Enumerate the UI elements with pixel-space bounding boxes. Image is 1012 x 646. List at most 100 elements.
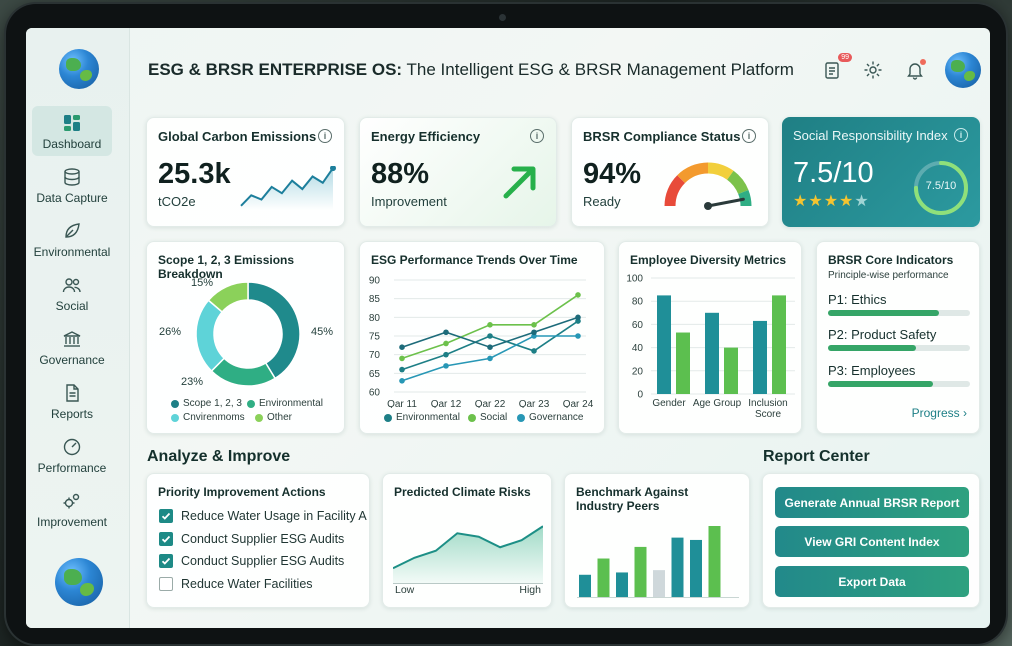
action-item[interactable]: Conduct Supplier ESG Audits xyxy=(159,531,344,546)
series-point xyxy=(487,322,493,328)
sidebar-item-label: Improvement xyxy=(36,514,108,529)
notifications-button[interactable] xyxy=(903,58,927,82)
diversity-bar xyxy=(705,312,719,394)
globe-logo-icon xyxy=(59,49,99,89)
benchmark-bar xyxy=(671,537,684,598)
gauge-segment xyxy=(738,189,752,207)
sidebar-item-label: Data Capture xyxy=(36,190,108,205)
benchmark-bar xyxy=(616,572,628,598)
legend-item: Social xyxy=(468,412,507,423)
legend-item: Scope 1, 2, 3 xyxy=(171,398,242,409)
sidebar-item-performance[interactable]: Performance xyxy=(32,430,112,480)
indicator-label: P1: Ethics xyxy=(828,292,887,307)
brsr-compliance-card: BRSR Compliance Status i 94% Ready xyxy=(571,117,769,227)
series-point xyxy=(531,322,537,328)
series-point xyxy=(443,363,449,369)
indicator-fill xyxy=(828,381,934,387)
y-tick-label: 65 xyxy=(369,369,381,380)
sidebar-item-data-capture[interactable]: Data Capture xyxy=(32,160,112,210)
report-center-title: Report Center xyxy=(763,448,870,465)
grid-icon xyxy=(61,112,83,134)
action-item[interactable]: Reduce Water Facilities xyxy=(159,576,313,591)
benchmark-bar xyxy=(634,546,647,598)
y-tick-label: 70 xyxy=(369,350,381,361)
y-tick-label: 40 xyxy=(632,343,644,354)
checkbox[interactable] xyxy=(159,531,173,546)
sidebar-item-reports[interactable]: Reports xyxy=(32,376,112,426)
energy-sub: Improvement xyxy=(371,194,447,209)
card-title: ESG Performance Trends Over Time xyxy=(371,253,578,267)
tasks-button[interactable]: 99 xyxy=(820,53,852,82)
carbon-sparkline xyxy=(240,166,336,210)
sidebar-item-dashboard[interactable]: Dashboard xyxy=(32,106,112,156)
checkbox[interactable] xyxy=(159,576,173,591)
notification-dot xyxy=(920,59,926,65)
info-icon[interactable]: i xyxy=(318,129,332,143)
label-45: 45% xyxy=(311,326,334,338)
star-icon: ★ xyxy=(854,193,870,210)
user-avatar[interactable] xyxy=(945,52,981,88)
action-label: Reduce Water Usage in Facility A xyxy=(181,509,367,523)
action-label: Reduce Water Facilities xyxy=(181,576,313,591)
esg-trends-line-chart: 60 65 70 75 80 85 90 Qar 11 Qar 12 Qar 22 Qar 23 Qa… xyxy=(369,276,594,409)
generate-brsr-report-button[interactable]: Generate Annual BRSR Report xyxy=(775,487,969,518)
y-tick-label: 90 xyxy=(369,276,381,287)
info-icon[interactable]: i xyxy=(530,129,544,143)
action-label: Conduct Supplier ESG Audits xyxy=(181,554,345,568)
series-point xyxy=(443,329,449,336)
series-point xyxy=(487,344,493,350)
sidebar-item-governance[interactable]: Governance xyxy=(32,322,112,372)
check-icon xyxy=(161,535,171,543)
emissions-breakdown-card: Scope 1, 2, 3 Emissions Breakdown 15% 26… xyxy=(146,241,345,434)
star-icon: ★ xyxy=(808,193,824,210)
series-point xyxy=(399,355,405,362)
carbon-emissions-card: Global Carbon Emissions i 25.3k tCO2e xyxy=(146,117,345,227)
sparkline-end-point xyxy=(330,166,336,172)
action-item[interactable]: Conduct Supplier ESG Audits xyxy=(159,554,344,568)
arrow-up-right-icon xyxy=(503,166,536,199)
checkbox[interactable] xyxy=(159,554,173,568)
app-screen: Dashboard Data Capture Environmental Soc… xyxy=(26,28,990,628)
series-point xyxy=(531,348,537,354)
star-rating: ★★★★★ xyxy=(793,191,870,211)
bell-icon xyxy=(907,63,923,80)
diversity-bar-chart: 0 20 40 60 80 100 xyxy=(626,274,795,401)
social-index-card: Social Responsibility Index i 7.5/10 ★★★… xyxy=(782,117,980,227)
checkbox[interactable] xyxy=(159,509,173,523)
sidebar-item-environmental[interactable]: Environmental xyxy=(32,214,112,264)
export-data-button[interactable]: Export Data xyxy=(775,566,969,597)
ring-progress xyxy=(914,161,968,215)
benchmark-title-line2: Industry Peers xyxy=(576,499,660,513)
sidebar-item-label: Reports xyxy=(50,406,94,421)
card-title: BRSR Compliance Status xyxy=(583,129,741,144)
view-gri-index-button[interactable]: View GRI Content Index xyxy=(775,526,969,557)
card-title: Social Responsibility Index xyxy=(793,128,948,143)
climate-risks-card: Predicted Climate Risks Low High xyxy=(382,473,552,608)
x-tick-label: Qar 22 xyxy=(475,399,506,408)
info-icon[interactable]: i xyxy=(954,128,968,142)
sidebar-item-improvement[interactable]: Improvement xyxy=(32,484,112,534)
series-point xyxy=(487,355,493,362)
settings-button[interactable] xyxy=(861,58,885,82)
globe-icon xyxy=(55,558,103,606)
gauge-segment xyxy=(726,170,749,195)
progress-link[interactable]: Progress › xyxy=(911,406,967,420)
sidebar-item-social[interactable]: Social xyxy=(32,268,112,318)
legend-item: Environmental xyxy=(247,398,323,409)
legend-item: Environmental xyxy=(384,412,460,423)
sidebar-item-label: Performance xyxy=(37,460,107,475)
info-icon[interactable]: i xyxy=(742,129,756,143)
climate-line xyxy=(393,525,543,570)
action-item[interactable]: Reduce Water Usage in Facility A xyxy=(159,509,367,523)
card-title: Priority Improvement Actions xyxy=(158,485,326,499)
benchmark-card: Benchmark Against Industry Peers xyxy=(564,473,750,608)
ring-label: 7.5/10 xyxy=(925,180,957,192)
climate-risk-area-chart xyxy=(393,525,543,584)
series-point xyxy=(443,340,449,347)
legend-item: Cnvirenmoms xyxy=(171,412,245,423)
indicator-fill xyxy=(828,310,939,316)
carbon-unit: tCO2e xyxy=(158,194,196,209)
donut-slice xyxy=(207,281,249,313)
benchmark-bar xyxy=(579,574,591,598)
sidebar-item-label: Environmental xyxy=(33,244,111,259)
